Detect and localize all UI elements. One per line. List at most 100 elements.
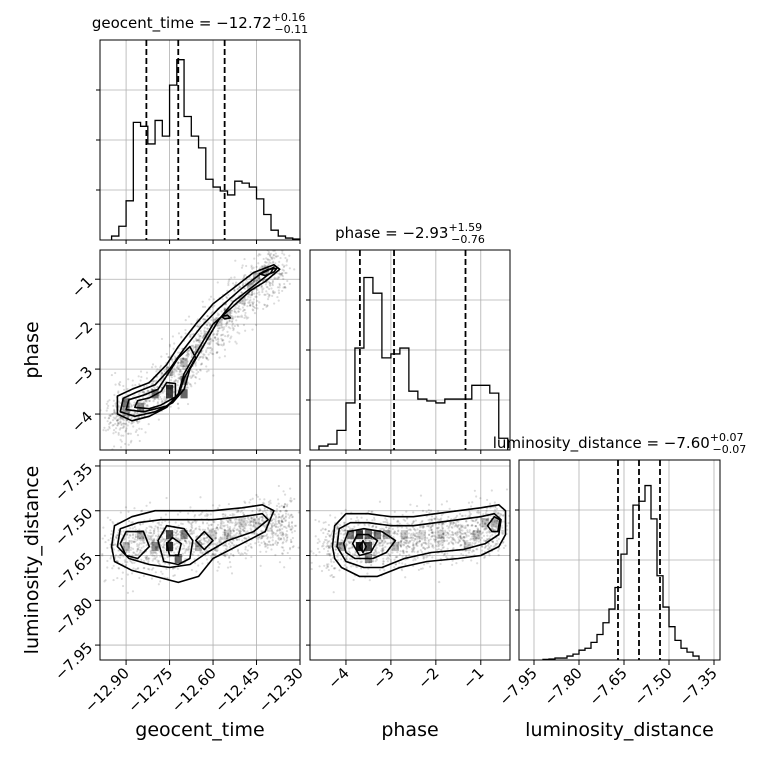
scatter-point — [264, 264, 267, 268]
scatter-point — [141, 390, 144, 394]
scatter-point — [152, 543, 155, 547]
scatter-point — [357, 523, 360, 526]
scatter-point — [281, 542, 284, 545]
scatter-point — [165, 368, 168, 371]
scatter-point — [273, 277, 276, 281]
scatter-point — [326, 540, 329, 543]
scatter-point — [178, 377, 181, 380]
scatter-point — [429, 509, 433, 512]
scatter-point — [166, 384, 169, 387]
scatter-point — [279, 522, 282, 525]
scatter-point — [258, 276, 261, 279]
scatter-point — [287, 524, 290, 527]
scatter-point — [169, 541, 172, 544]
scatter-point — [455, 562, 458, 565]
scatter-point — [135, 550, 139, 553]
scatter-point — [239, 530, 242, 533]
scatter-point — [128, 545, 131, 548]
scatter-point — [373, 530, 376, 534]
scatter-point — [267, 295, 270, 298]
scatter-point — [334, 532, 338, 535]
scatter-point — [149, 536, 152, 540]
scatter-point — [285, 530, 289, 533]
scatter-point — [274, 525, 278, 529]
scatter-point — [229, 553, 233, 556]
scatter-point — [190, 333, 193, 336]
scatter-point — [171, 335, 175, 338]
scatter-point — [231, 282, 235, 285]
scatter-point — [168, 547, 171, 550]
scatter-point — [404, 533, 407, 536]
scatter-point — [117, 422, 120, 425]
scatter-point — [194, 536, 198, 539]
scatter-point — [137, 543, 141, 547]
scatter-point — [262, 535, 265, 538]
scatter-point — [334, 548, 337, 551]
scatter-point — [197, 339, 200, 342]
scatter-point — [146, 389, 149, 393]
scatter-point — [283, 285, 287, 288]
scatter-point — [239, 510, 242, 513]
scatter-point — [109, 537, 113, 540]
scatter-point — [133, 538, 137, 541]
scatter-point — [271, 522, 275, 525]
scatter-point — [230, 311, 233, 315]
scatter-point — [141, 538, 144, 541]
scatter-point — [314, 535, 317, 538]
scatter-point — [269, 513, 272, 516]
scatter-point — [325, 545, 328, 548]
scatter-point — [477, 509, 480, 512]
scatter-point — [476, 530, 479, 533]
scatter-point — [265, 305, 268, 309]
scatter-point — [207, 528, 210, 531]
scatter-point — [451, 563, 454, 566]
scatter-point — [397, 540, 400, 543]
scatter-point — [464, 525, 467, 528]
scatter-point — [451, 523, 454, 526]
scatter-point — [132, 403, 136, 407]
scatter-point — [360, 567, 363, 570]
scatter-point — [182, 365, 185, 368]
scatter-point — [175, 530, 179, 533]
scatter-point — [372, 531, 375, 534]
scatter-point — [268, 281, 271, 285]
scatter-point — [463, 526, 466, 530]
scatter-point — [193, 515, 196, 518]
scatter-point — [456, 533, 459, 536]
scatter-point — [160, 536, 164, 539]
scatter-point — [284, 512, 288, 515]
scatter-point — [277, 502, 280, 505]
scatter-point — [120, 554, 123, 557]
scatter-point — [496, 539, 499, 542]
scatter-point — [456, 525, 459, 528]
scatter-point — [251, 509, 254, 513]
density-cell — [194, 542, 203, 552]
scatter-point — [276, 529, 279, 532]
scatter-point — [174, 536, 178, 539]
scatter-point — [236, 508, 240, 511]
scatter-point — [345, 542, 348, 545]
scatter-point — [436, 510, 440, 513]
scatter-point — [212, 552, 215, 556]
scatter-point — [199, 513, 203, 516]
scatter-point — [370, 563, 373, 567]
scatter-point — [228, 278, 231, 281]
scatter-point — [262, 540, 266, 543]
scatter-point — [142, 545, 145, 548]
scatter-point — [147, 423, 150, 426]
scatter-point — [291, 515, 294, 518]
scatter-point — [264, 261, 267, 264]
scatter-point — [224, 513, 227, 516]
scatter-point — [322, 521, 325, 524]
scatter-point — [229, 327, 232, 330]
scatter-point — [446, 552, 449, 555]
scatter-point — [216, 526, 219, 530]
scatter-point — [506, 528, 509, 531]
scatter-point — [268, 529, 271, 532]
scatter-point — [328, 552, 331, 556]
scatter-point — [172, 533, 175, 537]
scatter-point — [195, 535, 199, 539]
scatter-point — [265, 281, 268, 284]
scatter-point — [437, 526, 440, 529]
scatter-point — [281, 531, 284, 534]
